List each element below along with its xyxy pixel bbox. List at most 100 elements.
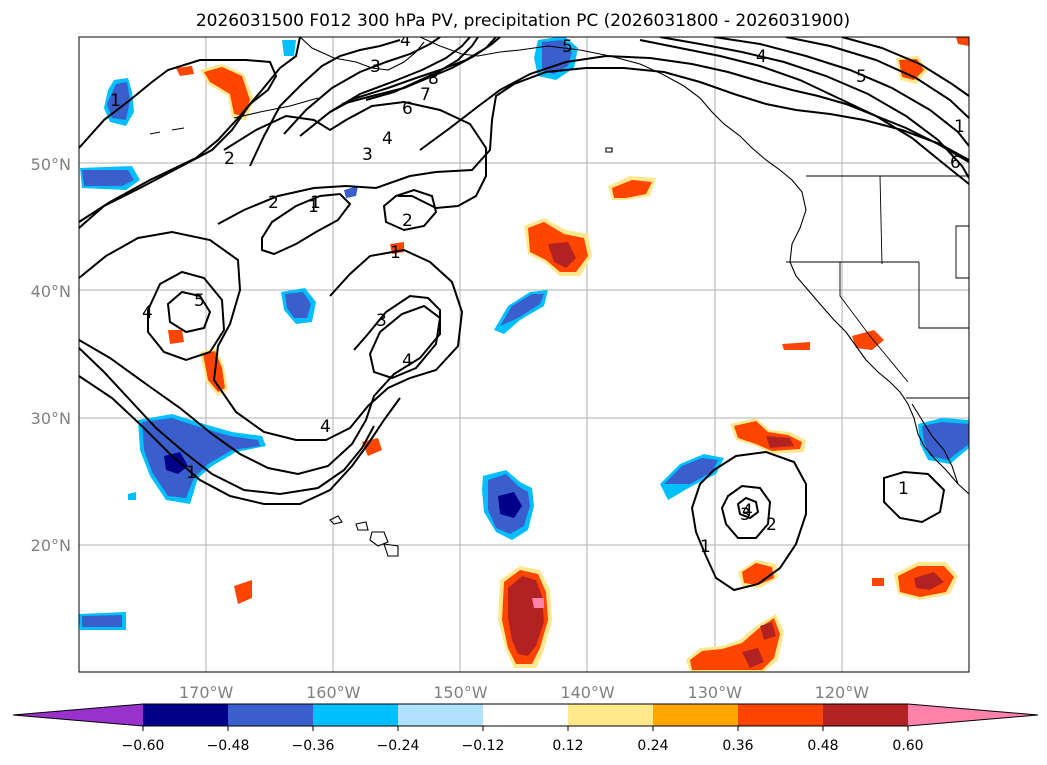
precip-patch <box>508 576 544 656</box>
colorbar-extend-high <box>908 704 1038 726</box>
lon-tick-label: 140°W <box>560 683 615 702</box>
contour-line <box>368 304 442 380</box>
contour-labels: 1 2 2 1 2 1 3 4 6 7 8 3 4 5 4 5 6 1 4 5 … <box>110 37 965 557</box>
contour-label: 4 <box>142 303 153 323</box>
coastlines <box>149 37 969 557</box>
contour-label: 5 <box>562 37 573 57</box>
contour-label: 1 <box>186 463 197 483</box>
contour-line <box>690 450 807 592</box>
precip-patch <box>742 648 764 668</box>
precip-patch <box>760 622 776 640</box>
contour-label: 1 <box>310 193 321 213</box>
precip-patch <box>168 330 184 344</box>
colorbar: −0.60 −0.48 −0.36 −0.24 −0.12 0.12 0.24 0.36 0.4… <box>12 703 1039 754</box>
lon-tick-label: 160°W <box>306 683 361 702</box>
lat-tick-label: 20°N <box>31 536 71 555</box>
contour-line <box>341 37 501 105</box>
contour-label: 1 <box>898 479 909 499</box>
precip-patch <box>922 422 969 460</box>
contour-label: 3 <box>370 57 381 77</box>
colorbar-segment <box>738 704 823 726</box>
contour-line <box>785 37 969 119</box>
colorbar-segment <box>653 704 738 726</box>
contour-label: 5 <box>194 291 205 311</box>
contour-label: 6 <box>402 99 413 119</box>
colorbar-tick-label: −0.36 <box>292 738 335 754</box>
precip-patch <box>782 342 810 350</box>
contour-line <box>736 496 760 520</box>
contour-line <box>261 192 352 256</box>
contour-label: 2 <box>766 515 777 535</box>
contour-label: 7 <box>420 85 431 105</box>
colorbar-segment <box>568 704 653 726</box>
chart-title: 2026031500 F012 300 hPa PV, precipitatio… <box>196 11 850 31</box>
contour-line <box>166 290 212 334</box>
contour-label: 1 <box>700 537 711 557</box>
colorbar-tick-label: −0.24 <box>377 738 420 754</box>
lon-tick-label: 130°W <box>688 683 743 702</box>
contour-label: 1 <box>110 91 121 111</box>
contour-label: 4 <box>742 501 753 521</box>
contour-line <box>720 484 772 539</box>
precip-patch <box>82 615 122 627</box>
colorbar-segment <box>823 704 908 726</box>
contour-label: 1 <box>390 243 401 263</box>
precip-patch <box>82 170 134 186</box>
contour-line <box>223 100 487 210</box>
colorbar-tick-label: 0.12 <box>552 738 583 754</box>
precip-patch <box>899 59 924 80</box>
lat-tick-label: 40°N <box>31 282 71 301</box>
colorbar-tick-label: 0.60 <box>892 738 923 754</box>
contour-line <box>79 37 301 223</box>
contour-label: 2 <box>224 149 235 169</box>
contour-line <box>249 39 401 167</box>
contour-line <box>713 37 969 147</box>
contour-label: 8 <box>428 69 439 89</box>
precip-patch <box>362 438 382 456</box>
contour-label: 2 <box>402 211 413 231</box>
contour-line <box>79 375 401 505</box>
contour-line <box>79 59 278 229</box>
colorbar-segment <box>228 704 313 726</box>
contour-line <box>659 37 969 179</box>
contour-line <box>382 188 438 232</box>
contour-line <box>217 67 969 225</box>
contour-label: 3 <box>376 311 387 331</box>
precip-patch <box>498 492 522 518</box>
precip-patch <box>500 294 544 326</box>
precip-patch <box>164 452 188 474</box>
precip-patch <box>128 492 136 500</box>
colorbar-tick-label: −0.60 <box>122 738 165 754</box>
contour-label: 4 <box>320 417 331 437</box>
colorbar-segment <box>398 704 483 726</box>
precip-patch <box>742 563 774 585</box>
precip-patch <box>664 458 718 484</box>
colorbar-segment <box>483 704 568 726</box>
precip-patch <box>914 572 944 590</box>
pv-contours <box>79 37 969 592</box>
precip-patch <box>344 186 358 198</box>
contour-line <box>639 39 969 185</box>
precip-patch <box>285 292 311 318</box>
colorbar-segment <box>313 704 398 726</box>
contour-line <box>79 230 464 441</box>
precip-patch <box>766 436 794 448</box>
contour-line <box>79 294 441 476</box>
precip-patch <box>548 242 576 268</box>
contour-label: 2 <box>268 193 279 213</box>
contour-line <box>147 270 226 362</box>
colorbar-tick-label: 0.48 <box>807 738 838 754</box>
lon-tick-label: 120°W <box>815 683 870 702</box>
colorbar-segment <box>143 704 228 726</box>
contour-line <box>365 37 479 101</box>
precip-patch <box>956 37 969 46</box>
contour-line <box>283 37 441 135</box>
lat-tick-label: 30°N <box>31 409 71 428</box>
colorbar-tick-label: 0.24 <box>637 738 668 754</box>
contour-label: 6 <box>950 153 961 173</box>
precip-patch <box>234 580 252 604</box>
lon-tick-label: 170°W <box>179 683 234 702</box>
contour-label: 5 <box>856 67 867 87</box>
contour-line <box>79 347 375 496</box>
